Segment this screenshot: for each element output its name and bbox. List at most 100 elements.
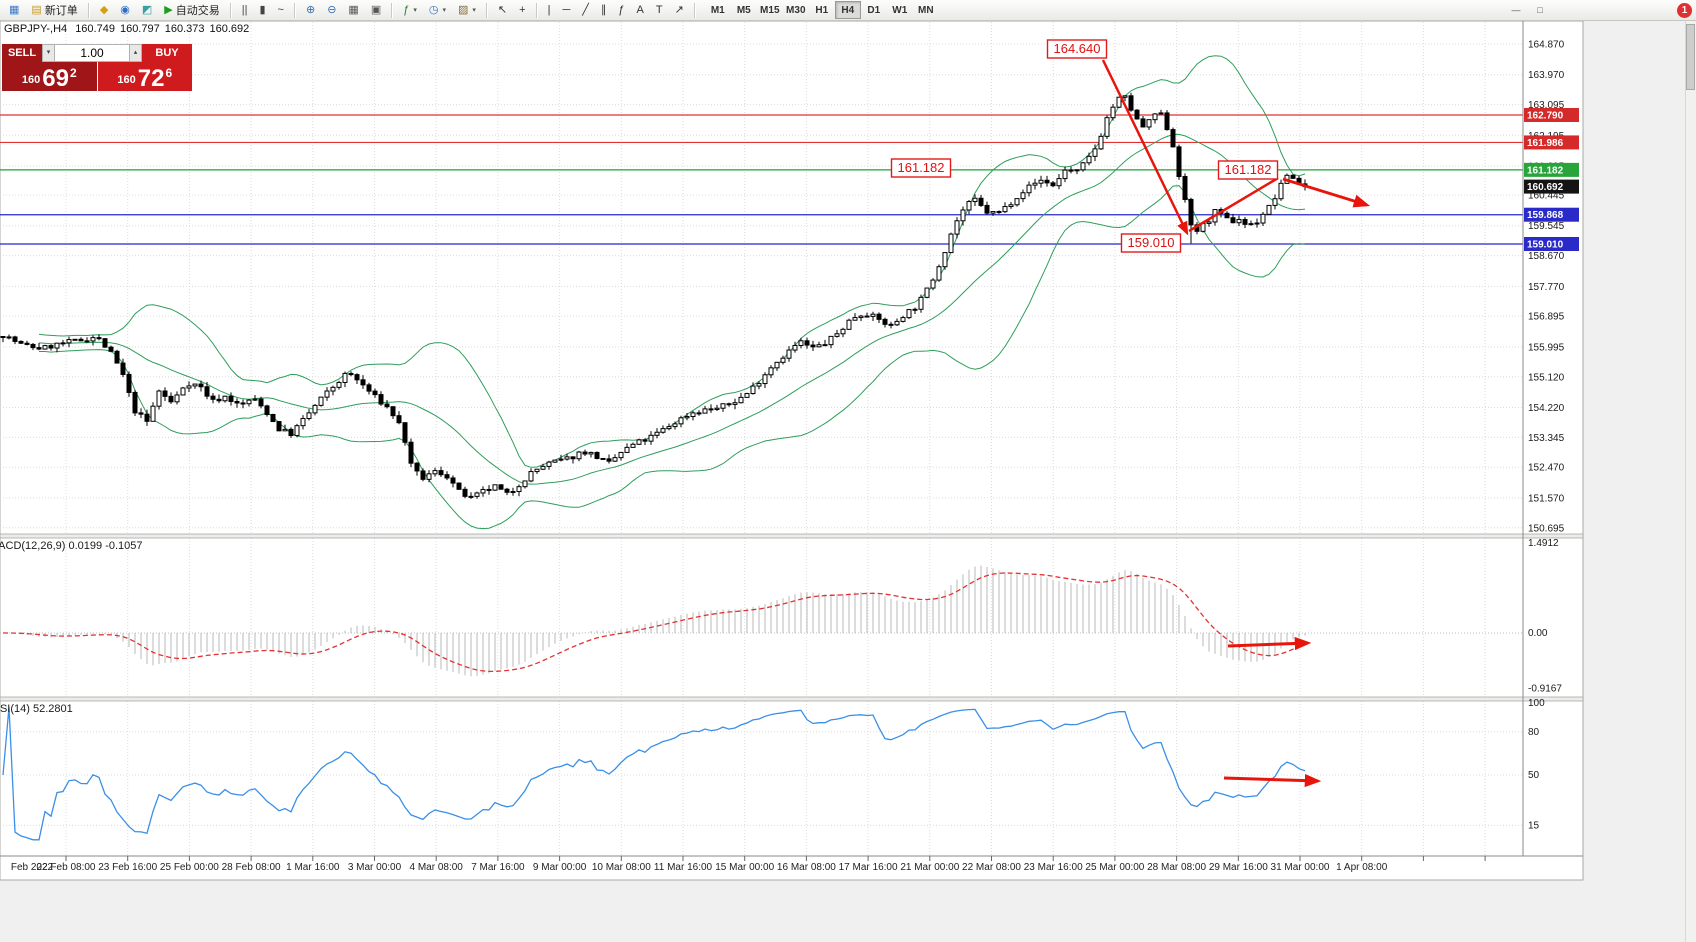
restore-button[interactable]: □ (1532, 2, 1548, 18)
chart-window-overlay: GBPJPY-,H4 160.749 160.797 160.373 160.692 S… (0, 21, 1583, 880)
annotation-layer: 164.640 161.182 161.182 159.010 (890, 39, 1371, 788)
timeframe-m30-button[interactable]: M30 (783, 1, 809, 19)
market-watch-button[interactable]: ◆ (95, 1, 113, 20)
candlestick-chart-button[interactable]: ▮ (254, 1, 270, 20)
tile-windows-button[interactable]: ▦ (343, 1, 363, 20)
new-chart-button[interactable]: ▦ (4, 1, 24, 20)
trendline-button[interactable]: ╱ (577, 1, 594, 20)
arrange-windows-button[interactable]: ▣ (366, 1, 386, 20)
price-annotation-box[interactable]: 161.182 (1217, 160, 1279, 180)
pane-separator[interactable] (0, 533, 1584, 539)
svg-text:157.770: 157.770 (1528, 282, 1565, 293)
text-button[interactable]: A (631, 1, 648, 20)
cursor-button[interactable]: ↖ (493, 1, 512, 20)
horizontal-line-button[interactable]: ─ (557, 1, 575, 20)
terminal-icon: ◩ (141, 3, 153, 16)
price-annotation-box[interactable]: 161.182 (890, 158, 952, 178)
toolbar-separator (485, 2, 488, 18)
arrows-tool-button[interactable]: ↗ (670, 1, 689, 20)
svg-text:160.692: 160.692 (1527, 182, 1564, 193)
vertical-scrollbar[interactable] (1685, 21, 1696, 942)
new-order-button[interactable]: ▤ 新订单 (26, 1, 82, 20)
minimize-button[interactable]: — (1508, 2, 1524, 18)
svg-text:163.095: 163.095 (1528, 100, 1565, 111)
toolbar-separator (693, 2, 696, 18)
rsi-axis-label: 50 (1528, 770, 1540, 781)
zoom-out-button[interactable]: ⊖ (322, 1, 341, 20)
auto-trading-button[interactable]: ▶ 自动交易 (159, 1, 224, 20)
svg-text:155.995: 155.995 (1528, 342, 1565, 353)
svg-text:154.220: 154.220 (1528, 403, 1565, 414)
svg-text:1 Mar 16:00: 1 Mar 16:00 (286, 862, 340, 873)
text-icon: A (636, 3, 644, 16)
navigator-button[interactable]: ◉ (115, 1, 135, 20)
macd-axis-label: 0.00 (1528, 628, 1548, 639)
notification-badge[interactable]: 1 (1677, 3, 1692, 18)
horizontal-line-icon: ─ (562, 3, 571, 16)
timeframe-m1-button[interactable]: M1 (705, 1, 731, 19)
svg-text:155.120: 155.120 (1528, 372, 1565, 383)
bar-chart-button[interactable]: || (237, 1, 253, 20)
line-chart-button[interactable]: ~ (273, 1, 289, 20)
zoom-in-icon: ⊕ (305, 3, 316, 16)
templates-button[interactable]: ▨ ▾ (453, 1, 481, 20)
fibonacci-button[interactable]: ƒ (613, 1, 629, 20)
price-annotation-box[interactable]: 159.010 (1120, 233, 1182, 253)
navigator-icon: ◉ (120, 3, 130, 16)
channel-button[interactable]: ∥ (596, 1, 612, 20)
crosshair-button[interactable]: + (514, 1, 530, 20)
ohlc-header: GBPJPY-,H4 160.749 160.797 160.373 160.692 (4, 23, 254, 35)
pane-separator[interactable] (0, 696, 1584, 702)
svg-text:25 Feb 00:00: 25 Feb 00:00 (160, 862, 219, 873)
timeframe-d1-button[interactable]: D1 (861, 1, 887, 19)
svg-text:164.870: 164.870 (1528, 40, 1565, 51)
svg-text:159.868: 159.868 (1527, 210, 1564, 221)
svg-text:28 Feb 08:00: 28 Feb 08:00 (222, 862, 281, 873)
buy-price-button[interactable]: 160 72 6 (97, 62, 192, 92)
trend-arrow-down[interactable] (1101, 59, 1189, 236)
vertical-line-button[interactable]: | (543, 1, 556, 20)
zoom-in-button[interactable]: ⊕ (301, 1, 320, 20)
terminal-button[interactable]: ◩ (137, 1, 157, 20)
svg-text:28 Mar 08:00: 28 Mar 08:00 (1147, 862, 1206, 873)
timeframe-m5-button[interactable]: M5 (731, 1, 757, 19)
trend-line-up[interactable] (1188, 176, 1279, 233)
chart-plot-area[interactable] (0, 20, 1584, 881)
price-annotation-box[interactable]: 164.640 (1046, 39, 1108, 59)
svg-text:17 Mar 16:00: 17 Mar 16:00 (839, 862, 898, 873)
volume-input[interactable]: 1.00 (55, 44, 129, 62)
bollinger-lower-band (39, 185, 1306, 530)
candles-layer (0, 92, 1308, 499)
sell-price-button[interactable]: 160 69 2 (2, 62, 97, 91)
timeframe-m15-button[interactable]: M15 (757, 1, 783, 19)
volume-increase-button[interactable]: ▴ (129, 44, 142, 62)
sell-button[interactable]: SELL (2, 44, 42, 62)
indicators-list-button[interactable]: ƒ ▾ (398, 1, 422, 20)
trend-arrow[interactable] (1223, 773, 1322, 788)
close-value: 160.692 (209, 23, 250, 35)
periods-button[interactable]: ◷ ▾ (424, 1, 451, 20)
trend-arrow[interactable] (1282, 177, 1371, 208)
svg-text:10 Mar 08:00: 10 Mar 08:00 (592, 862, 651, 873)
one-click-trading-panel: SELL ▾ 1.00 ▴ BUY 160 69 2 160 72 6 (2, 44, 192, 91)
text-label-button[interactable]: T (651, 1, 668, 20)
timeframe-mn-button[interactable]: MN (913, 1, 939, 19)
timeframe-w1-button[interactable]: W1 (887, 1, 913, 19)
svg-text:161.182: 161.182 (1225, 162, 1272, 177)
svg-text:7 Mar 16:00: 7 Mar 16:00 (471, 862, 525, 873)
buy-price-big: 72 (137, 65, 165, 92)
buy-button[interactable]: BUY (142, 44, 192, 62)
svg-text:161.182: 161.182 (898, 160, 945, 175)
timeframe-h4-button[interactable]: H4 (834, 1, 861, 19)
svg-text:152.470: 152.470 (1528, 463, 1565, 474)
scrollbar-thumb[interactable] (1686, 24, 1695, 90)
trend-arrow[interactable] (1227, 636, 1312, 651)
fibonacci-icon: ƒ (618, 3, 625, 16)
buy-price-sup: 6 (165, 66, 173, 80)
volume-decrease-button[interactable]: ▾ (42, 44, 55, 62)
high-value: 160.797 (119, 23, 160, 35)
svg-text:29 Mar 16:00: 29 Mar 16:00 (1209, 862, 1268, 873)
timeframe-h1-button[interactable]: H1 (809, 1, 835, 19)
svg-text:162.790: 162.790 (1527, 110, 1564, 121)
